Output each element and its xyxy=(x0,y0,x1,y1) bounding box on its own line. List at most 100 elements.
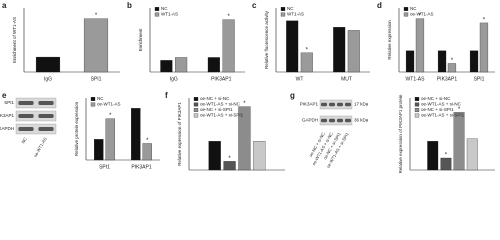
legend-swatch xyxy=(193,102,199,107)
x-tick-label: MUT xyxy=(341,76,352,82)
blot-size-label: 36 kDa xyxy=(354,118,369,123)
bar xyxy=(440,157,452,171)
legend-swatch xyxy=(403,7,409,11)
y-axis-label: Enrichment xyxy=(138,28,143,52)
x-tick-label: PIK3AP1 xyxy=(437,76,458,82)
bar xyxy=(105,118,115,161)
blot-band xyxy=(328,118,336,123)
legend-swatch xyxy=(193,97,199,101)
legend-label: WT1-AS xyxy=(287,12,304,17)
blot-band xyxy=(38,101,54,105)
bar xyxy=(447,63,457,73)
legend-swatch xyxy=(414,97,420,101)
blot-size-label: 17 kDa xyxy=(354,102,369,107)
y-axis-label: Relative expression xyxy=(387,20,392,60)
x-tick-label: SPI1 xyxy=(99,164,110,170)
legend-label: oe-NC + si-SPI1 xyxy=(200,107,233,112)
bar xyxy=(131,108,141,161)
panel-label: a xyxy=(2,1,7,10)
blot-row-label: SPI1 xyxy=(4,100,14,105)
x-tick-label: WT xyxy=(296,76,304,82)
blot-band xyxy=(328,102,336,107)
significance-mark: * xyxy=(445,153,448,159)
bar xyxy=(208,141,221,171)
bar xyxy=(175,57,188,73)
significance-mark: * xyxy=(227,14,230,20)
bar xyxy=(238,106,251,171)
significance-mark: * xyxy=(243,101,246,107)
blot-row-label: PIK3AP1 xyxy=(300,102,319,107)
legend-label: NC xyxy=(410,6,417,11)
legend-label: oe-WT1-AS xyxy=(410,12,434,17)
bar xyxy=(437,50,447,73)
bar xyxy=(142,143,152,161)
bar xyxy=(94,139,104,161)
legend-label: NC xyxy=(97,96,104,101)
legend-swatch xyxy=(280,12,286,17)
panel-label: e xyxy=(2,91,7,100)
blot-strip xyxy=(15,97,57,109)
bar xyxy=(223,161,236,171)
y-axis-label: Relative expression of PIK3AP1 protein xyxy=(398,94,403,173)
bar xyxy=(347,30,360,73)
bar xyxy=(222,19,235,73)
y-axis-label: Relative fluorescence activity xyxy=(264,10,269,69)
legend-label: oe-WT1-AS + si-SPI1 xyxy=(421,113,465,118)
bar xyxy=(333,27,346,73)
panel-label: b xyxy=(127,1,132,10)
blot-band xyxy=(336,118,344,123)
x-tick-label: IgG xyxy=(170,76,178,82)
legend-swatch xyxy=(414,113,420,118)
legend-swatch xyxy=(414,102,420,107)
panel-label: d xyxy=(377,1,382,10)
page: a Enrichment of WT1-AS IgG SPI1 * b Enrichment… xyxy=(0,1,495,174)
significance-mark: * xyxy=(451,58,454,64)
significance-mark: * xyxy=(109,113,112,119)
panel-label: g xyxy=(290,91,295,100)
significance-mark: * xyxy=(306,47,309,53)
blot-band xyxy=(18,114,34,118)
legend-label: oe-WT1-AS xyxy=(97,102,121,107)
legend-label: oe-WT1-AS + si-SPI1 xyxy=(200,113,244,118)
legend-label: NC xyxy=(287,6,294,11)
bar xyxy=(253,141,266,171)
y-axis-label: Relative protein expression xyxy=(74,101,79,156)
blot-band xyxy=(38,127,54,131)
legend-label: NC xyxy=(161,6,168,11)
x-tick-label: PIK3AP1 xyxy=(211,76,232,82)
bar xyxy=(466,138,478,171)
panel-label: c xyxy=(252,1,257,10)
legend-label: oe-WT1-AS + si-NC xyxy=(421,102,462,107)
bar xyxy=(479,22,489,73)
significance-mark: * xyxy=(458,107,461,113)
legend-swatch xyxy=(403,12,409,17)
blot-strip xyxy=(15,123,57,135)
figure: a Enrichment of WT1-AS IgG SPI1 * b Enrichment… xyxy=(0,1,495,173)
blot-band xyxy=(344,118,352,123)
blot-band xyxy=(38,114,54,118)
bar xyxy=(427,141,439,171)
x-tick-label: PIK3AP1 xyxy=(131,164,152,170)
significance-mark: * xyxy=(146,138,149,144)
bar xyxy=(286,20,299,73)
bar xyxy=(160,60,173,73)
x-tick-label: SPI1 xyxy=(474,76,485,82)
blot-band xyxy=(344,102,352,107)
significance-mark: * xyxy=(419,13,422,19)
bar xyxy=(35,56,61,73)
bar xyxy=(453,112,465,171)
blot-lane-label: NC xyxy=(20,137,27,145)
significance-mark: * xyxy=(228,156,231,162)
blot-band xyxy=(320,118,328,123)
y-axis-label: Relative expression of PIK3AP1 xyxy=(177,102,182,166)
x-tick-label: IgG xyxy=(44,76,52,82)
x-tick-label: SPI1 xyxy=(91,76,102,82)
bar xyxy=(207,57,220,73)
legend-swatch xyxy=(414,108,420,112)
blot-strip xyxy=(319,115,353,126)
legend-swatch xyxy=(193,108,199,112)
panel-label: f xyxy=(165,91,168,100)
blot-strip xyxy=(319,99,353,110)
blot-row-label: GAPDH xyxy=(302,118,318,123)
legend-swatch xyxy=(280,7,286,11)
